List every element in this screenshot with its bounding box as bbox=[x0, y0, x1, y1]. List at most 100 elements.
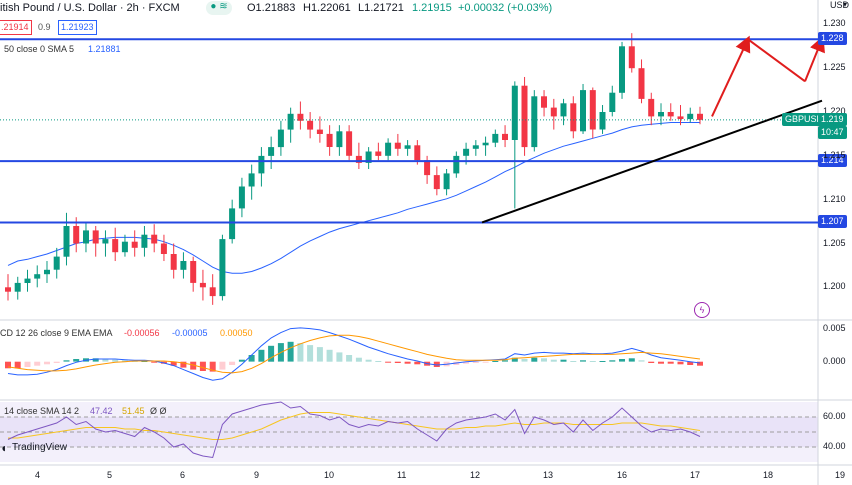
sma-legend[interactable]: 50 close 0 SMA 5 bbox=[4, 44, 75, 54]
macd-signal-line bbox=[7, 334, 701, 374]
candle-body bbox=[472, 145, 479, 149]
candle-body bbox=[229, 208, 236, 240]
candle-body bbox=[404, 145, 411, 149]
macd-histogram-bar bbox=[404, 361, 411, 364]
macd-histogram-bar bbox=[589, 361, 596, 362]
candle-body bbox=[5, 287, 11, 292]
price-tick-label: 1.215 bbox=[823, 149, 846, 160]
macd-histogram-bar bbox=[63, 360, 70, 362]
macd-legend[interactable]: CD 12 26 close 9 EMA EMA bbox=[0, 328, 113, 338]
macd-histogram-bar bbox=[151, 361, 158, 363]
date-tick-label: 17 bbox=[690, 470, 701, 480]
candle-body bbox=[277, 129, 284, 148]
lightning-icon[interactable]: ϟ bbox=[694, 302, 710, 318]
candle-body bbox=[433, 175, 440, 190]
level-price-tag: 1.228 bbox=[818, 32, 847, 46]
candle-body bbox=[375, 151, 382, 156]
macd-histogram-bar bbox=[531, 357, 538, 362]
sell-button[interactable]: .21914 bbox=[0, 20, 32, 35]
rsi-legend[interactable]: 14 close SMA 14 2 bbox=[4, 406, 80, 416]
macd-histogram-bar bbox=[258, 349, 265, 362]
candle-body bbox=[453, 155, 460, 174]
buy-button[interactable]: 1.21923 bbox=[58, 20, 97, 35]
macd-histogram-bar bbox=[53, 361, 60, 363]
candle-body bbox=[92, 230, 99, 244]
macd-histogram-bar bbox=[73, 359, 80, 362]
macd-histogram-bar bbox=[472, 361, 479, 363]
level-price-tag: 1.214 bbox=[818, 154, 847, 168]
candle-body bbox=[180, 261, 187, 270]
candle-body bbox=[73, 226, 80, 244]
candle-body bbox=[53, 256, 60, 270]
macd-histogram-bar bbox=[92, 358, 99, 362]
price-tick-label: 1.220 bbox=[823, 106, 846, 117]
macd-histogram-bar bbox=[541, 358, 547, 362]
candle-body bbox=[511, 85, 518, 140]
macd-histogram-bar bbox=[121, 360, 128, 362]
date-tick-label: 9 bbox=[254, 470, 260, 480]
macd-histogram-bar bbox=[619, 359, 625, 362]
macd-histogram-bar bbox=[180, 361, 187, 368]
candle-body bbox=[219, 239, 226, 297]
candle-body bbox=[424, 160, 431, 176]
candle-body bbox=[141, 234, 148, 248]
macd-histogram-bar bbox=[570, 361, 577, 362]
candle-body bbox=[658, 112, 664, 117]
price-tick-label: 1.210 bbox=[823, 193, 846, 204]
symbol-tag: GBPUSD bbox=[782, 112, 827, 126]
candle-body bbox=[414, 145, 421, 161]
date-tick-label: 18 bbox=[763, 470, 774, 480]
date-tick-label: 11 bbox=[397, 470, 407, 480]
macd-line bbox=[7, 327, 701, 381]
candle-body bbox=[589, 90, 596, 130]
candle-body bbox=[112, 239, 119, 253]
candle-body bbox=[209, 287, 216, 297]
macd-histogram-bar bbox=[385, 361, 392, 363]
candle-body bbox=[550, 107, 557, 117]
macd-histogram-bar bbox=[638, 360, 645, 362]
sma-line bbox=[7, 122, 700, 274]
date-tick-label: 10 bbox=[324, 470, 335, 480]
date-tick-label: 4 bbox=[35, 470, 41, 480]
candle-body bbox=[258, 155, 265, 174]
macd-histogram-bar bbox=[5, 361, 11, 369]
macd-histogram-bar bbox=[307, 345, 314, 362]
date-tick-label: 13 bbox=[543, 470, 554, 480]
candle-body bbox=[44, 269, 50, 275]
candle-body bbox=[482, 142, 489, 146]
macd-histogram-bar bbox=[268, 345, 275, 362]
candle-body bbox=[307, 120, 314, 130]
candle-body bbox=[297, 113, 304, 121]
date-tick-label: 12 bbox=[470, 470, 481, 480]
chevron-down-icon[interactable]: ▾ bbox=[843, 0, 848, 9]
ohlc-change: +0.00032 (+0.03%) bbox=[458, 2, 553, 14]
macd-histogram-bar bbox=[463, 361, 470, 364]
macd-histogram-bar bbox=[492, 361, 499, 362]
date-tick-label: 5 bbox=[107, 470, 113, 480]
projection-arrow bbox=[804, 35, 825, 82]
date-tick-label: 19 bbox=[835, 470, 846, 480]
macd-histogram-bar bbox=[394, 361, 401, 363]
macd-histogram-bar bbox=[550, 359, 557, 362]
price-tick-label: 1.200 bbox=[823, 281, 846, 292]
candle-body bbox=[580, 90, 586, 132]
candle-body bbox=[628, 46, 635, 69]
rsi-value: 47.42 bbox=[90, 406, 113, 416]
candle-body bbox=[492, 133, 499, 143]
candle-body bbox=[326, 133, 333, 147]
spread-value: 0.9 bbox=[38, 22, 51, 32]
macd-histogram-bar bbox=[414, 361, 421, 365]
macd-histogram-bar bbox=[209, 361, 216, 372]
macd-line-value: -0.00005 bbox=[172, 328, 208, 338]
macd-histogram-bar bbox=[190, 361, 197, 370]
macd-histogram-bar bbox=[687, 361, 694, 365]
candle-body bbox=[570, 103, 577, 132]
candle-body bbox=[102, 239, 109, 244]
macd-histogram-bar bbox=[521, 359, 528, 362]
market-status-icon[interactable]: ● ≋ bbox=[206, 1, 232, 15]
macd-histogram-bar bbox=[365, 359, 372, 362]
macd-histogram-bar bbox=[219, 361, 226, 370]
macd-histogram-bar bbox=[229, 361, 236, 365]
current-price-tag: 1.219 bbox=[818, 112, 847, 126]
